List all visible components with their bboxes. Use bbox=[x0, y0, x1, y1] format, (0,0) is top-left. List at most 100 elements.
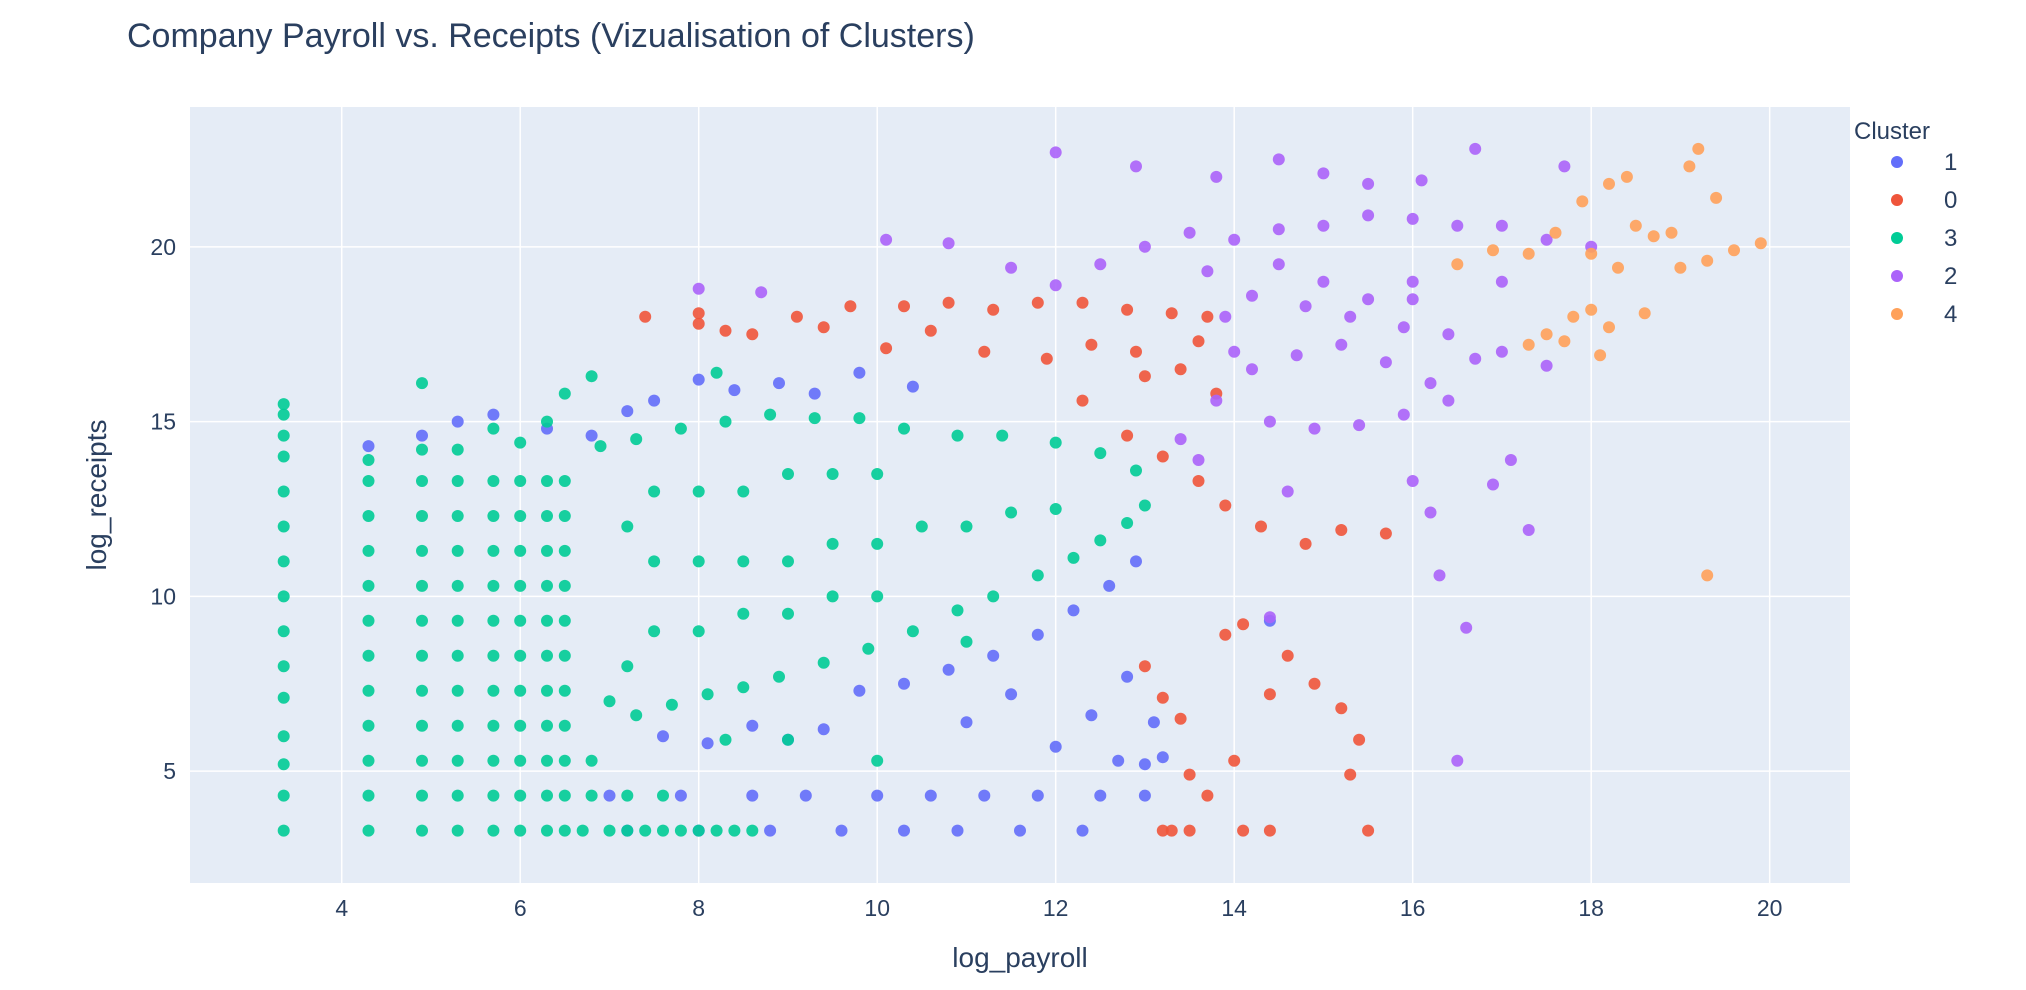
data-point bbox=[621, 789, 634, 802]
data-point bbox=[1201, 310, 1214, 323]
data-point bbox=[960, 635, 973, 648]
data-point bbox=[1683, 160, 1696, 173]
data-point bbox=[1495, 275, 1508, 288]
data-point bbox=[1219, 310, 1232, 323]
data-point bbox=[737, 555, 750, 568]
data-point bbox=[1379, 356, 1392, 369]
data-point bbox=[277, 691, 290, 704]
data-point bbox=[416, 443, 428, 456]
legend-label: 1 bbox=[1944, 149, 1957, 176]
data-point bbox=[924, 324, 937, 337]
data-point bbox=[648, 555, 661, 568]
data-point bbox=[1272, 153, 1285, 166]
data-point bbox=[558, 510, 571, 522]
data-point bbox=[728, 824, 741, 837]
data-point bbox=[1451, 754, 1464, 767]
data-point bbox=[362, 579, 375, 592]
data-point bbox=[362, 649, 375, 662]
data-point bbox=[692, 555, 705, 568]
data-point bbox=[826, 537, 839, 550]
data-point bbox=[1237, 824, 1250, 837]
data-point bbox=[1138, 660, 1151, 673]
legend-marker bbox=[1891, 308, 1903, 320]
data-point bbox=[1085, 338, 1098, 351]
data-point bbox=[1522, 524, 1535, 536]
tick-labels: 4 6 8 10 12 14 16 18 20 5 10 15 20 bbox=[150, 234, 1782, 921]
data-point bbox=[1344, 768, 1357, 781]
data-point bbox=[978, 789, 991, 802]
data-point bbox=[514, 614, 527, 627]
data-point bbox=[1174, 712, 1187, 725]
legend-item-cluster-2[interactable]: 2 bbox=[1891, 263, 1957, 290]
data-point bbox=[558, 579, 571, 592]
data-point bbox=[1576, 195, 1589, 208]
data-point bbox=[960, 520, 973, 533]
data-point bbox=[541, 614, 553, 627]
data-point bbox=[487, 824, 500, 837]
x-tick-label: 14 bbox=[1221, 895, 1247, 921]
data-point bbox=[585, 370, 598, 383]
data-point bbox=[737, 485, 750, 498]
data-point bbox=[898, 422, 910, 435]
data-point bbox=[871, 754, 884, 767]
data-point bbox=[514, 436, 527, 449]
data-point bbox=[898, 677, 910, 690]
data-point bbox=[1130, 555, 1142, 568]
data-point bbox=[362, 440, 375, 453]
legend-item-cluster-1[interactable]: 1 bbox=[1891, 149, 1957, 176]
legend: Cluster 1 0 3 2 4 bbox=[1854, 118, 1957, 328]
data-point bbox=[1165, 307, 1178, 320]
data-point bbox=[1522, 247, 1535, 260]
data-point bbox=[1629, 219, 1642, 232]
data-point bbox=[277, 520, 290, 533]
data-point bbox=[451, 443, 464, 456]
data-point bbox=[710, 366, 723, 379]
data-point bbox=[826, 590, 839, 603]
data-point bbox=[558, 614, 571, 627]
data-point bbox=[1192, 475, 1205, 487]
data-point bbox=[1263, 611, 1276, 624]
data-point bbox=[558, 649, 571, 662]
data-point bbox=[1138, 370, 1151, 383]
data-point bbox=[514, 719, 527, 732]
data-point bbox=[1040, 352, 1053, 365]
data-point bbox=[1014, 824, 1026, 837]
data-point bbox=[487, 684, 500, 697]
data-point bbox=[416, 510, 428, 522]
legend-title: Cluster bbox=[1854, 118, 1930, 145]
data-point bbox=[978, 345, 991, 358]
data-point bbox=[362, 684, 375, 697]
data-point bbox=[362, 614, 375, 627]
data-point bbox=[1103, 579, 1116, 592]
data-point bbox=[826, 468, 839, 480]
x-tick-label: 12 bbox=[1043, 895, 1069, 921]
data-point bbox=[1263, 415, 1276, 428]
data-point bbox=[817, 723, 830, 736]
data-point bbox=[451, 719, 464, 732]
data-point bbox=[1210, 394, 1223, 407]
data-point bbox=[737, 681, 750, 694]
data-point bbox=[1228, 233, 1241, 246]
chart-title: Company Payroll vs. Receipts (Vizualisat… bbox=[127, 17, 975, 55]
data-point bbox=[362, 789, 375, 802]
legend-item-cluster-0[interactable]: 0 bbox=[1891, 187, 1957, 214]
data-point bbox=[1005, 261, 1018, 274]
data-point bbox=[1397, 408, 1410, 421]
data-point bbox=[451, 824, 464, 837]
data-point bbox=[1138, 240, 1151, 253]
data-point bbox=[1067, 604, 1080, 617]
data-point bbox=[1451, 219, 1464, 232]
legend-item-cluster-3[interactable]: 3 bbox=[1891, 225, 1957, 252]
data-point bbox=[773, 377, 785, 390]
data-point bbox=[1612, 261, 1624, 274]
data-point bbox=[1353, 733, 1366, 746]
data-point bbox=[1281, 485, 1294, 498]
data-point bbox=[1219, 499, 1232, 512]
legend-item-cluster-4[interactable]: 4 bbox=[1891, 301, 1957, 328]
data-point bbox=[710, 824, 723, 837]
data-point bbox=[416, 754, 428, 767]
data-point bbox=[1147, 716, 1160, 729]
data-point bbox=[799, 789, 812, 802]
data-point bbox=[594, 440, 607, 453]
data-point bbox=[1201, 789, 1214, 802]
